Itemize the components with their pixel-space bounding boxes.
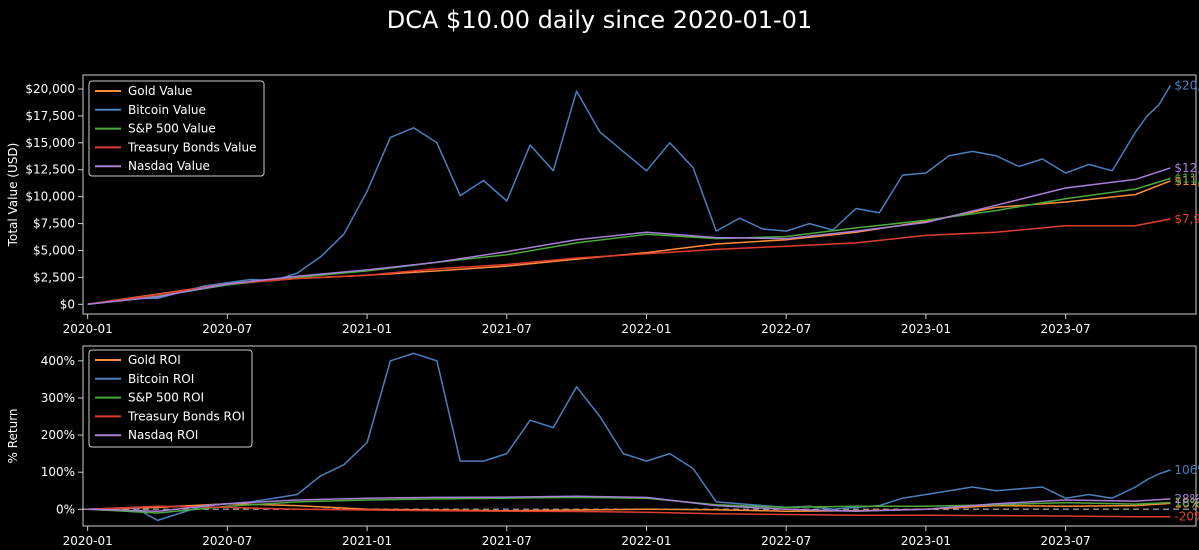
y-tick-label: 400% [41, 354, 75, 368]
x-tick-label: 2022-07 [761, 534, 811, 548]
y-tick-label: 300% [41, 391, 75, 405]
value-panel: $0 $2,500 $5,000 $7,500 $10,000 $12,500 $15,00… [6, 74, 1199, 336]
x-tick-label: 2020-07 [202, 322, 252, 336]
end-label-gold-roi: 16% [1174, 496, 1199, 510]
y-axis-label: % Return [6, 408, 20, 463]
y-tick-label: $17,500 [25, 109, 75, 123]
legend-box [88, 80, 265, 177]
end-label-s-p-500-value: $11,687 [1174, 171, 1199, 185]
x-tick-label: 2022-01 [621, 534, 671, 548]
y-tick-label: $5,000 [33, 243, 75, 257]
y-tick-label: $15,000 [25, 136, 75, 150]
series-line-bitcoin-value [87, 85, 1172, 306]
x-tick-label: 2020-01 [63, 322, 113, 336]
legend-label-treasury-bonds-value: Treasury Bonds Value [127, 140, 257, 154]
y-tick-label: 100% [41, 465, 75, 479]
x-tick-label: 2021-07 [482, 534, 532, 548]
y-tick-label: $0 [60, 297, 75, 311]
y-tick-label: $10,000 [25, 190, 75, 204]
end-label-s-p-500-roi: 18% [1174, 496, 1199, 510]
axes-frame [82, 74, 1197, 315]
x-tick-label: 2020-01 [63, 534, 113, 548]
x-tick-label: 2021-01 [342, 534, 392, 548]
end-label-nasdaq-value: $12,668 [1174, 161, 1199, 175]
legend-label-nasdaq-value: Nasdaq Value [128, 159, 210, 173]
axes-frame [82, 345, 1197, 527]
end-label-nasdaq-roi: 28% [1174, 492, 1199, 506]
x-tick-label: 2020-07 [202, 534, 252, 548]
y-tick-label: 200% [41, 428, 75, 442]
y-tick-label: $20,000 [25, 82, 75, 96]
series-line-gold-value [87, 180, 1171, 306]
x-tick-label: 2022-07 [761, 322, 811, 336]
roi-panel: 0% 100% 200% 300% 400% 2020-01 2020-07 2021-01 2… [6, 345, 1199, 548]
legend-label-gold-roi: Gold ROI [128, 353, 181, 367]
legend-label-nasdaq-roi: Nasdaq ROI [128, 428, 198, 442]
end-label-gold-value: $11,461 [1174, 174, 1199, 188]
y-tick-label: $12,500 [25, 163, 75, 177]
series-line-s-p-500-roi [87, 496, 1171, 514]
end-label-bitcoin-roi: 106% [1174, 463, 1199, 477]
x-tick-label: 2023-07 [1041, 534, 1091, 548]
series-line-bitcoin-roi [87, 352, 1171, 522]
x-tick-label: 2023-01 [901, 534, 951, 548]
series-line-s-p-500-value [87, 177, 1171, 306]
end-label-treasury-bonds-value: $7,928 [1174, 212, 1199, 226]
x-tick-label: 2021-01 [342, 322, 392, 336]
y-tick-label: 0% [56, 502, 75, 516]
y-tick-label: $2,500 [33, 270, 75, 284]
y-axis-label: Total Value (USD) [6, 143, 20, 248]
end-label-treasury-bonds-roi: -20% [1174, 510, 1199, 524]
x-tick-label: 2022-01 [621, 322, 671, 336]
legend-label-s-p-500-roi: S&P 500 ROI [128, 391, 204, 405]
y-tick-label: $7,500 [33, 217, 75, 231]
legend-box [88, 349, 253, 448]
series-line-gold-roi [87, 502, 1171, 512]
series-line-treasury-bonds-roi [87, 505, 1171, 518]
x-tick-label: 2023-07 [1041, 322, 1091, 336]
series-line-treasury-bonds-value [87, 218, 1171, 306]
legend-label-bitcoin-roi: Bitcoin ROI [128, 372, 194, 386]
end-label-bitcoin-value: $20,321 [1174, 79, 1199, 93]
figure-title: DCA $10.00 daily since 2020-01-01 [386, 6, 813, 34]
legend-label-gold-value: Gold Value [128, 84, 192, 98]
x-tick-label: 2023-01 [901, 322, 951, 336]
x-tick-label: 2021-07 [482, 322, 532, 336]
series-line-nasdaq-roi [87, 495, 1171, 512]
legend-label-bitcoin-value: Bitcoin Value [128, 103, 206, 117]
legend-label-treasury-bonds-roi: Treasury Bonds ROI [127, 409, 245, 423]
series-line-nasdaq-value [87, 167, 1171, 306]
legend-label-s-p-500-value: S&P 500 Value [128, 122, 216, 136]
